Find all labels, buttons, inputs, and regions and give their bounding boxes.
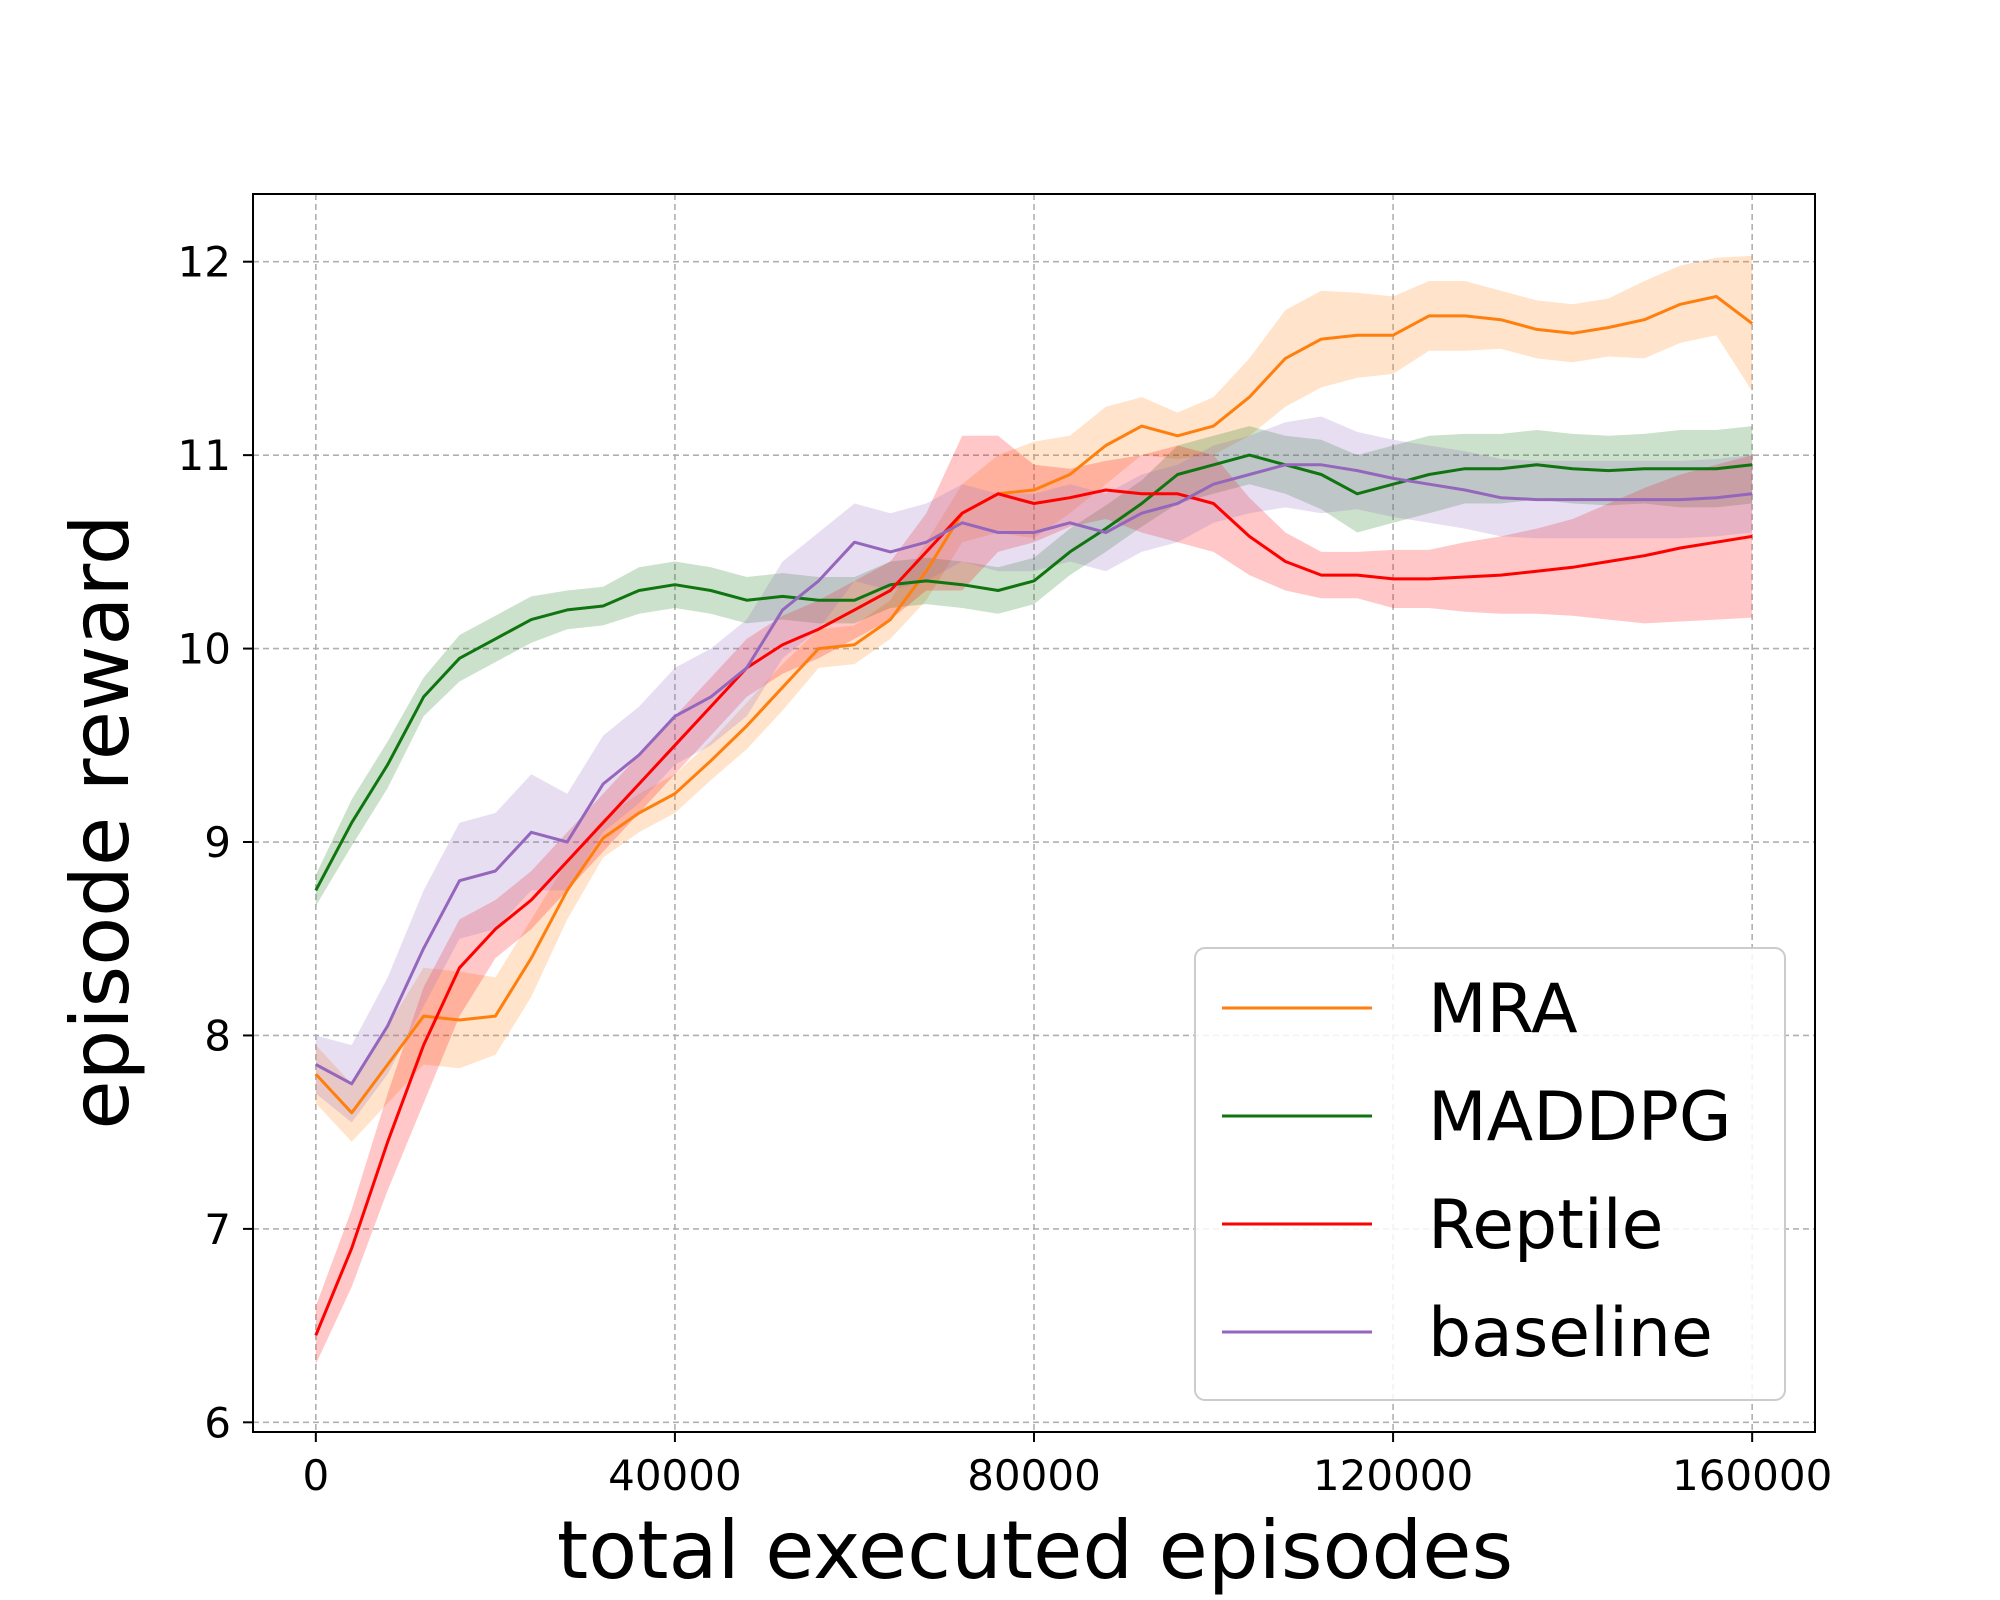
y-tick-label: 12 bbox=[178, 238, 231, 287]
legend: MRA MADDPG Reptile baseline bbox=[1194, 947, 1786, 1401]
y-tick-label: 7 bbox=[204, 1205, 231, 1254]
line-maddpg bbox=[314, 453, 1753, 892]
x-axis-title: total executed episodes bbox=[557, 1504, 1513, 1597]
line-mra bbox=[314, 295, 1754, 1115]
legend-label-maddpg: MADDPG bbox=[1428, 1078, 1732, 1157]
x-tick-label: 0 bbox=[302, 1451, 329, 1500]
x-tick-label: 40000 bbox=[608, 1451, 742, 1500]
y-tick-label: 9 bbox=[204, 818, 231, 867]
band-reptile bbox=[315, 435, 1753, 1365]
y-tick-label: 8 bbox=[204, 1011, 231, 1060]
y-tick-label: 6 bbox=[204, 1398, 231, 1447]
y-axis-title: episode reward bbox=[54, 514, 147, 1129]
axis-ticks: 0 40000 80000 120000 160000 6 7 8 9 10 11 12 bbox=[178, 238, 1833, 1500]
band-mra bbox=[315, 255, 1753, 1142]
x-tick-label: 160000 bbox=[1672, 1451, 1832, 1500]
y-tick-label: 10 bbox=[178, 625, 231, 674]
line-reptile bbox=[314, 488, 1753, 1336]
confidence-bands bbox=[315, 255, 1753, 1365]
legend-label-mra: MRA bbox=[1428, 970, 1578, 1049]
x-tick-label: 80000 bbox=[967, 1451, 1101, 1500]
legend-label-baseline: baseline bbox=[1428, 1294, 1713, 1373]
band-baseline bbox=[315, 416, 1753, 1123]
x-tick-label: 120000 bbox=[1313, 1451, 1473, 1500]
y-tick-label: 11 bbox=[178, 431, 231, 480]
legend-label-reptile: Reptile bbox=[1428, 1186, 1663, 1265]
series-lines bbox=[314, 295, 1754, 1336]
line-baseline bbox=[315, 463, 1753, 1086]
legend-box bbox=[1194, 947, 1786, 1401]
band-maddpg bbox=[315, 426, 1753, 906]
